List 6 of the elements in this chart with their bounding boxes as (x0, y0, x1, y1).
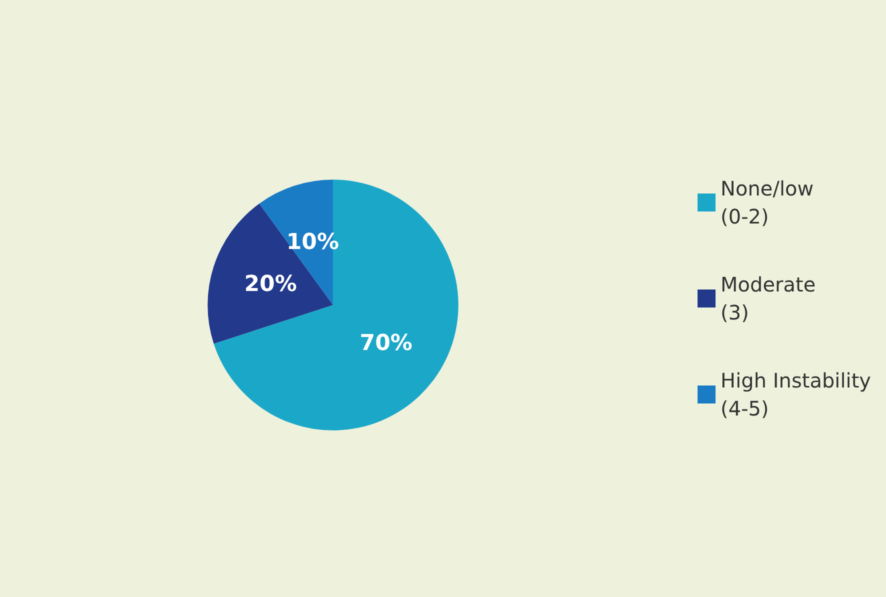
data-label: 10% (286, 230, 340, 256)
legend-label: None/low (0-2) (720, 176, 814, 228)
legend-label: Moderate (3) (720, 272, 816, 324)
data-label: 20% (244, 272, 297, 298)
data-label: 70% (360, 331, 412, 356)
legend-label: High Instability (4-5) (720, 368, 872, 420)
